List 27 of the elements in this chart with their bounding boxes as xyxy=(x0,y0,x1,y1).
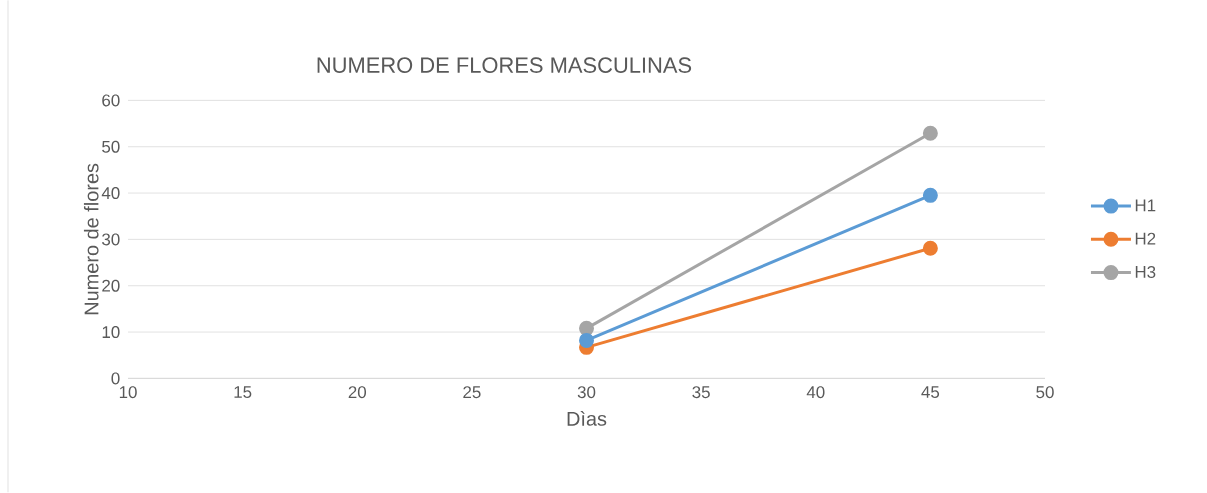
point xyxy=(922,125,938,141)
point xyxy=(579,333,595,348)
legend-label: H2 xyxy=(1135,232,1156,245)
x-tick-label: 25 xyxy=(463,386,481,399)
x-tick-label: 35 xyxy=(692,386,710,399)
x-tick-label: 30 xyxy=(577,386,596,399)
y-tick-label: 40 xyxy=(101,187,120,200)
y-tick-label: 0 xyxy=(111,372,120,385)
y-tick-label: 10 xyxy=(102,326,120,339)
y-tick-label: 60 xyxy=(102,94,120,107)
legend-label: H1 xyxy=(1135,199,1156,212)
point xyxy=(579,320,595,336)
point xyxy=(922,187,938,203)
x-tick-label: 10 xyxy=(119,386,137,399)
x-tick-label: 50 xyxy=(1036,386,1054,399)
x-axis-title: Dìas xyxy=(567,411,607,426)
y-axis-title: Numero de flores xyxy=(83,163,99,315)
legend-label: H3 xyxy=(1135,266,1156,279)
x-tick-label: 45 xyxy=(921,386,940,399)
y-tick-label: 20 xyxy=(102,279,120,292)
x-tick-label: 20 xyxy=(348,386,367,399)
point xyxy=(922,240,938,256)
x-tick-label: 40 xyxy=(806,386,825,399)
chart-title: NUMERO DE FLORES MASCULINAS xyxy=(317,57,692,74)
y-tick-label: 30 xyxy=(102,233,120,246)
x-tick-label: 15 xyxy=(234,386,252,399)
y-tick-label: 50 xyxy=(102,140,120,153)
